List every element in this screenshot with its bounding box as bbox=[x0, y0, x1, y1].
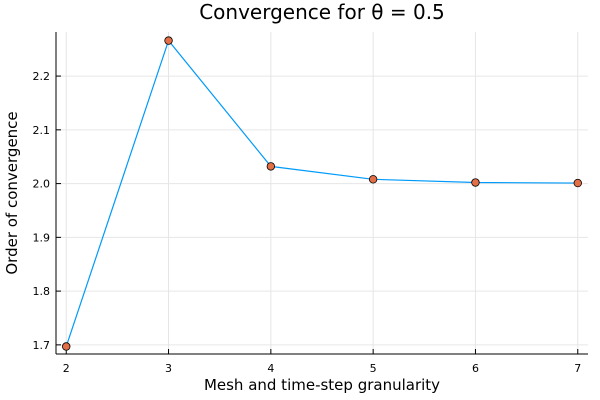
y-tick-label-2: 1.9 bbox=[33, 231, 51, 244]
x-tick-label-3: 5 bbox=[370, 362, 377, 375]
x-tick-label-1: 3 bbox=[165, 362, 172, 375]
series bbox=[62, 36, 582, 351]
y-tick-label-1: 1.8 bbox=[33, 285, 51, 298]
data-point-1 bbox=[164, 36, 173, 45]
y-tick-label-5: 2.2 bbox=[33, 70, 51, 83]
axes bbox=[55, 32, 588, 355]
x-tick-label-2: 4 bbox=[267, 362, 274, 375]
data-point-0 bbox=[62, 342, 71, 351]
y-tick-label-4: 2.1 bbox=[33, 124, 51, 137]
grid bbox=[56, 32, 588, 354]
y-tick-label-0: 1.7 bbox=[33, 339, 51, 352]
chart-title: Convergence for θ = 0.5 bbox=[199, 0, 445, 24]
data-point-4 bbox=[471, 178, 480, 187]
ticks: 2 3 4 5 6 7 1.7 1.8 1.9 2.0 2.1 2.2 bbox=[33, 70, 582, 375]
data-point-3 bbox=[368, 175, 378, 184]
series-line bbox=[65, 39, 578, 347]
x-tick-label-4: 6 bbox=[472, 362, 479, 375]
data-point-5 bbox=[573, 178, 582, 188]
x-axis-label: Mesh and time-step granularity bbox=[204, 376, 440, 394]
x-tick-label-0: 2 bbox=[63, 362, 70, 375]
y-tick-label-3: 2.0 bbox=[33, 178, 51, 191]
y-axis-label: Order of convergence bbox=[3, 111, 21, 274]
x-tick-label-5: 7 bbox=[574, 362, 581, 375]
data-point-2 bbox=[266, 162, 276, 171]
